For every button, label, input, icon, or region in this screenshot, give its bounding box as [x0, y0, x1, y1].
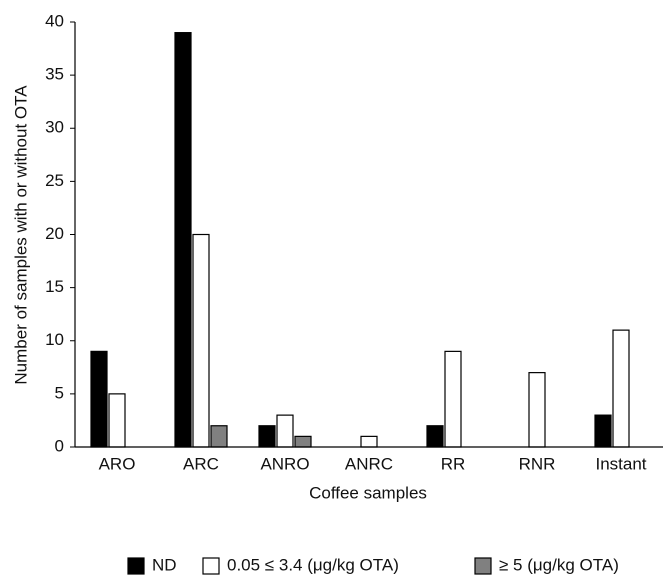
x-axis-label: Coffee samples [309, 483, 427, 502]
x-tick-label: ARC [183, 454, 219, 473]
legend-swatch [474, 557, 492, 575]
bar [294, 435, 312, 448]
bar [258, 425, 276, 448]
bar [174, 32, 192, 448]
y-tick-label: 10 [45, 330, 64, 349]
y-tick-label: 30 [45, 118, 64, 137]
bar [360, 435, 378, 448]
y-tick-label: 25 [45, 171, 64, 190]
bar [528, 372, 546, 448]
y-tick-label: 5 [55, 383, 64, 402]
y-tick-label: 15 [45, 277, 64, 296]
bar [612, 329, 630, 448]
y-tick-label: 40 [45, 11, 64, 30]
x-tick-label: RR [441, 454, 466, 473]
x-tick-label: ANRO [260, 454, 309, 473]
bar [426, 425, 444, 448]
x-tick-label: ARO [99, 454, 136, 473]
x-tick-label: Instant [595, 454, 646, 473]
y-tick-label: 20 [45, 224, 64, 243]
x-tick-label: RNR [519, 454, 556, 473]
bar [594, 414, 612, 448]
legend-label: 0.05 ≤ 3.4 (μg/kg OTA) [227, 555, 399, 574]
legend-swatch [202, 557, 220, 575]
y-tick-label: 0 [55, 436, 64, 455]
bar [276, 414, 294, 448]
bar [108, 393, 126, 448]
x-tick-label: ANRC [345, 454, 393, 473]
bar [90, 350, 108, 448]
y-axis-label: Number of samples with or without OTA [11, 85, 30, 385]
bar [444, 350, 462, 448]
legend-label: ≥ 5 (μg/kg OTA) [499, 555, 619, 574]
legend-label: ND [152, 555, 177, 574]
y-tick-label: 35 [45, 65, 64, 84]
bar [210, 425, 228, 448]
bar [192, 233, 210, 448]
legend-swatch [127, 557, 145, 575]
